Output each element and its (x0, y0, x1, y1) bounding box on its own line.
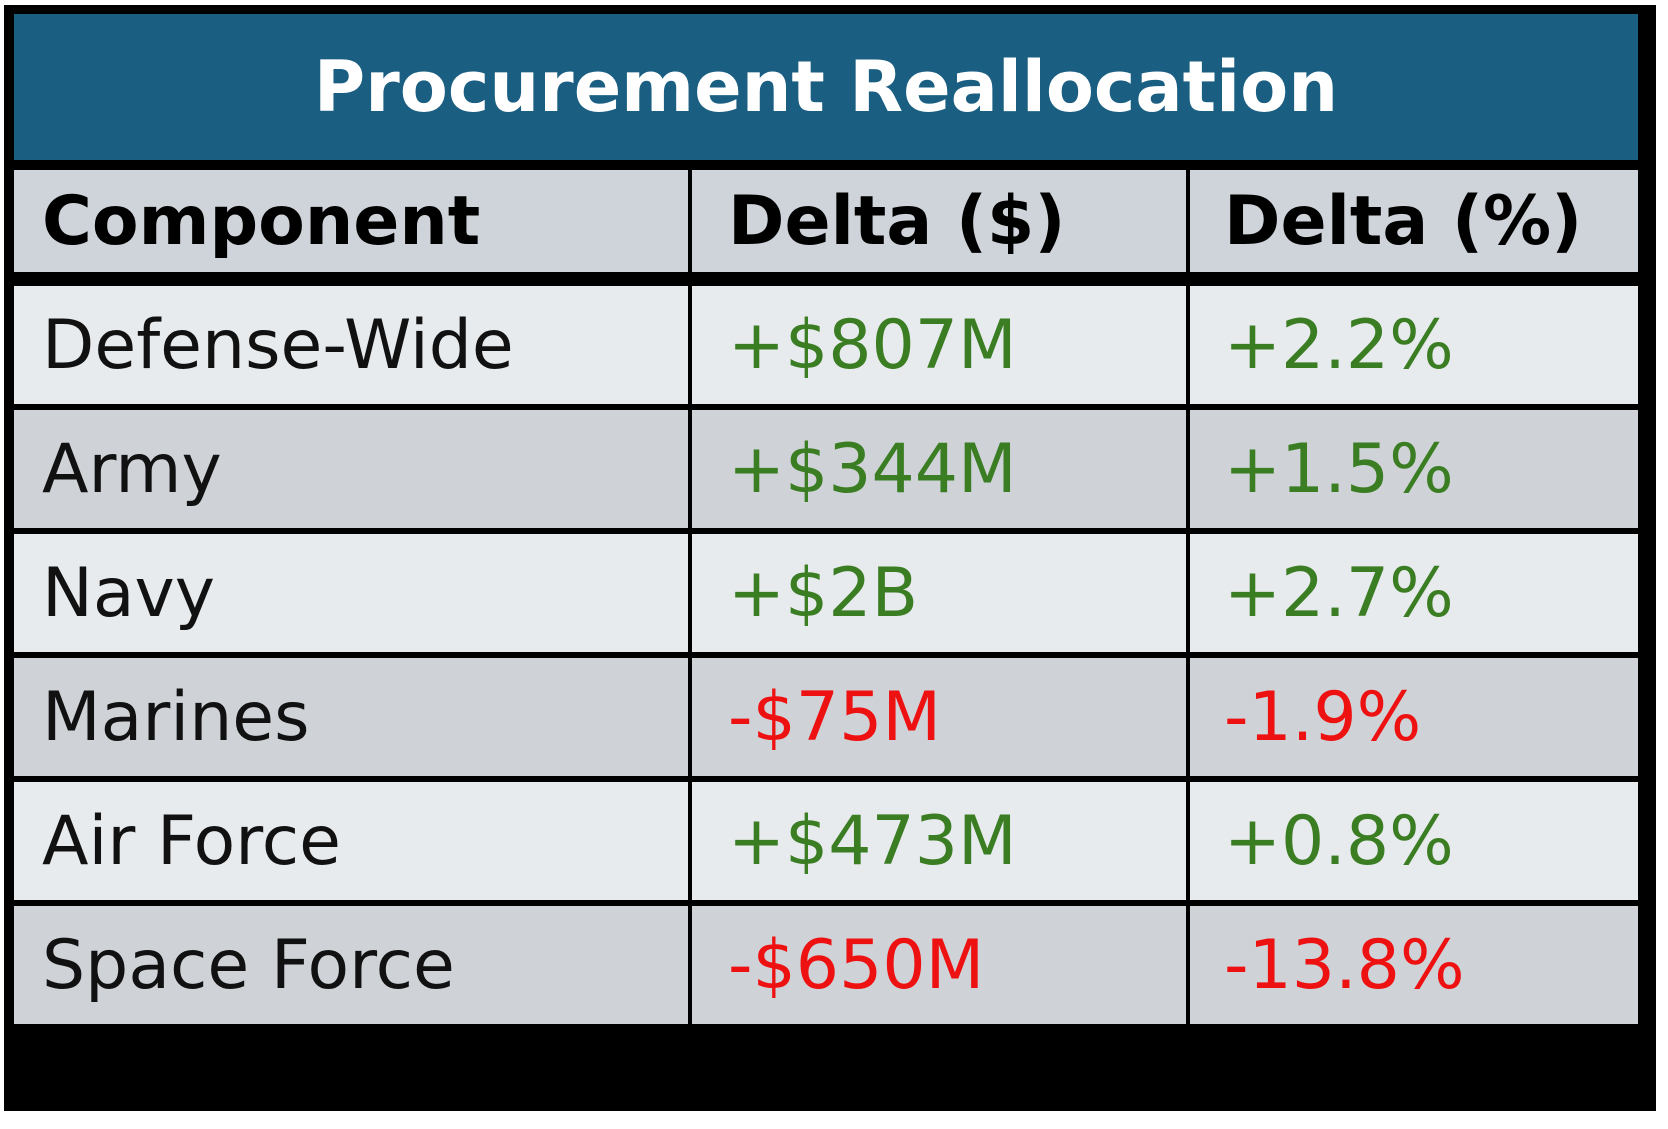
delta-dollars-cell: +$344M (692, 410, 1186, 528)
component-cell: Defense-Wide (14, 286, 688, 404)
table-row: Defense-Wide +$807M +2.2% (14, 286, 1638, 404)
delta-dollars-cell: -$75M (692, 658, 1186, 776)
delta-percent-cell: +2.2% (1190, 286, 1638, 404)
header-row: Component Delta ($) Delta (%) (14, 170, 1638, 272)
table-row: Marines -$75M -1.9% (14, 658, 1638, 776)
component-cell: Space Force (14, 906, 688, 1024)
delta-dollars-cell: -$650M (692, 906, 1186, 1024)
delta-percent-cell: -1.9% (1190, 658, 1638, 776)
table-row: Air Force +$473M +0.8% (14, 782, 1638, 900)
header-delta-percent: Delta (%) (1190, 170, 1638, 272)
header-delta-dollars: Delta ($) (692, 170, 1186, 272)
delta-percent-cell: +1.5% (1190, 410, 1638, 528)
delta-percent-cell: -13.8% (1190, 906, 1638, 1024)
delta-percent-cell: +0.8% (1190, 782, 1638, 900)
table-row: Army +$344M +1.5% (14, 410, 1638, 528)
header-component: Component (14, 170, 688, 272)
delta-dollars-cell: +$2B (692, 534, 1186, 652)
title-bar: Procurement Reallocation (14, 14, 1638, 160)
component-cell: Marines (14, 658, 688, 776)
component-cell: Air Force (14, 782, 688, 900)
component-cell: Army (14, 410, 688, 528)
delta-percent-cell: +2.7% (1190, 534, 1638, 652)
delta-dollars-cell: +$807M (692, 286, 1186, 404)
table-row: Space Force -$650M -13.8% (14, 906, 1638, 1024)
table-title: Procurement Reallocation (313, 46, 1339, 128)
delta-dollars-cell: +$473M (692, 782, 1186, 900)
table-row: Navy +$2B +2.7% (14, 534, 1638, 652)
component-cell: Navy (14, 534, 688, 652)
